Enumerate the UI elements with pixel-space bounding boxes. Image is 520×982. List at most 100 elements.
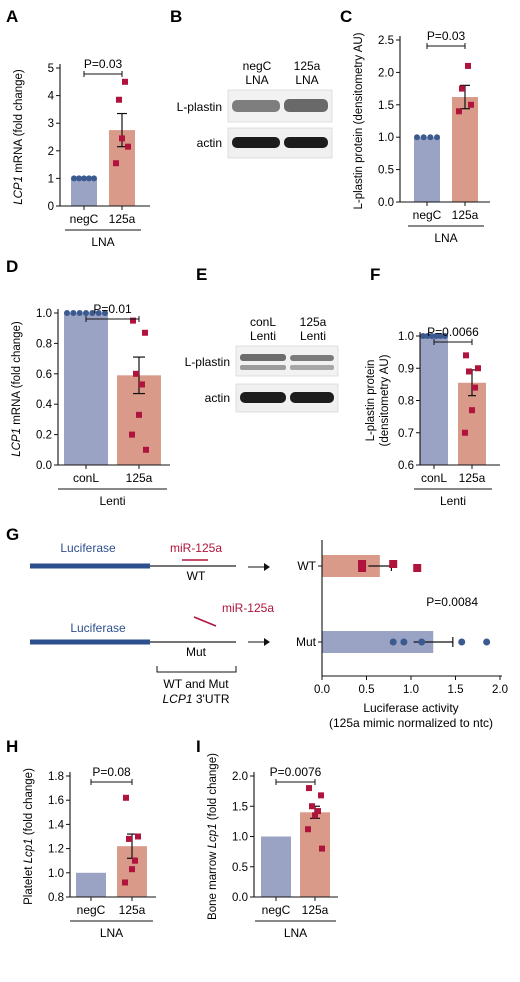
y-axis-label: LCP1 mRNA (fold change) <box>11 321 23 457</box>
x-tick-label: negC <box>70 212 99 226</box>
y-axis-label: L-plastin protein <box>365 360 377 442</box>
point-125a <box>315 808 321 815</box>
blot-b-header-2a: 125a <box>294 59 321 73</box>
pvalue-label: P=0.03 <box>427 29 466 43</box>
group-label: LNA <box>91 235 114 249</box>
y-tick-label: 1.8 <box>48 771 64 783</box>
x-tick-label: conL <box>73 471 99 485</box>
panel-label-e: E <box>196 265 207 284</box>
point-125a <box>143 446 149 453</box>
y-tick-label: 0 <box>48 201 54 213</box>
point-conL <box>428 333 435 339</box>
point-125a <box>119 135 125 142</box>
point-125a <box>142 329 148 336</box>
x-axis-label-line2: (125a mimic normalized to ntc) <box>329 716 493 730</box>
y-tick-label: 1.6 <box>48 795 64 807</box>
y-tick-label: 4 <box>48 91 55 103</box>
y-tick-label: 0.8 <box>398 396 414 408</box>
panel-label-i: I <box>196 737 201 756</box>
y-tick-label: 2.0 <box>378 67 394 79</box>
point-conL <box>433 333 440 339</box>
point-125a <box>319 845 325 852</box>
group-label: Lenti <box>99 494 125 508</box>
point-125a <box>459 85 465 92</box>
pvalue-label: P=0.0076 <box>270 765 322 779</box>
x-tick-label: 0.0 <box>314 684 330 696</box>
blot-e-header-1a: conL <box>250 315 276 329</box>
point-125a <box>463 352 469 359</box>
point-Mut <box>458 638 466 646</box>
y-tick-label: WT <box>297 559 316 573</box>
point-125a <box>129 431 135 438</box>
y-tick-label: 0.2 <box>36 430 52 442</box>
pvalue-label: P=0.03 <box>84 57 123 71</box>
y-tick-label: 1 <box>48 173 54 185</box>
point-125a <box>456 108 462 115</box>
point-negC <box>71 175 77 182</box>
point-125a <box>469 407 475 414</box>
y-tick-label: 1.0 <box>232 832 248 844</box>
point-125a <box>113 160 119 167</box>
point-conL <box>437 333 444 339</box>
bar-conL <box>420 336 448 465</box>
point-125a <box>475 365 481 372</box>
point-125a <box>466 368 472 375</box>
panel-label-c: C <box>340 7 352 26</box>
x-tick-label: 125a <box>109 212 136 226</box>
point-negC <box>91 175 97 182</box>
panel-label-f: F <box>370 265 380 284</box>
y-tick-label: 1.5 <box>378 100 394 112</box>
x-tick-label: 2.0 <box>492 684 508 696</box>
mut-arrow-head <box>264 638 270 646</box>
y-tick-label: 3 <box>48 118 54 130</box>
western-blot-b: negC LNA 125a LNA L-plastin actin <box>177 59 333 159</box>
point-125a <box>309 803 315 810</box>
point-125a <box>306 785 312 792</box>
group-label: LNA <box>100 926 123 940</box>
bar-125a <box>300 812 330 897</box>
point-conL <box>64 310 70 316</box>
y-tick-label: 2 <box>48 146 54 158</box>
y-tick-label: 5 <box>48 63 54 75</box>
blot-e-header-2a: 125a <box>300 315 327 329</box>
point-WT <box>358 564 367 572</box>
y-tick-label: 0.6 <box>398 460 414 472</box>
point-WT <box>389 560 398 568</box>
point-negC <box>81 175 87 182</box>
panel-label-h: H <box>6 737 18 756</box>
y-tick-label: 1.0 <box>36 308 52 320</box>
panel-label-g: G <box>6 525 19 544</box>
blot-b-row-lplastin: L-plastin <box>177 100 222 114</box>
x-tick-label: 125a <box>126 471 153 485</box>
y-axis-label: Bone marrow Lcp1 (fold change) <box>207 753 219 920</box>
panel-label-a: A <box>6 7 18 26</box>
pvalue-label: P=0.08 <box>92 765 131 779</box>
luciferase-construct-diagram: Luciferase miR-125a WT Luciferase miR-12… <box>30 541 274 706</box>
y-tick-label: 1.4 <box>48 819 65 831</box>
x-tick-label: negC <box>77 903 106 917</box>
blot-e-header-2b: Lenti <box>300 329 326 343</box>
wt-luciferase-label: Luciferase <box>60 541 116 555</box>
chart-f: 0.6 0.7 0.8 0.9 1.0 conL 125a Lenti P=0.0066 L-pl… <box>365 325 500 508</box>
y-tick-label: 0.0 <box>36 460 52 472</box>
point-125a <box>116 96 122 103</box>
y-tick-label: 0.0 <box>378 197 394 209</box>
point-conL <box>83 310 89 316</box>
y-tick-label: 0.5 <box>232 862 248 874</box>
x-tick-label: 1.0 <box>403 684 419 696</box>
mut-mir-label: miR-125a <box>222 601 274 615</box>
wt-mir-label: miR-125a <box>170 541 222 555</box>
mut-construct-label: Mut <box>186 645 207 659</box>
point-negC <box>86 175 92 182</box>
y-tick-label: 1.5 <box>232 801 248 813</box>
x-tick-label: 125a <box>459 471 486 485</box>
y-axis-label: L-plastin protein (densitometry AU) <box>353 32 365 209</box>
chart-layer: 0 1 2 3 4 5 negC 125a LNA P=0.03 LCP1 mRNA (fold c… <box>11 29 508 940</box>
point-125a <box>312 812 318 819</box>
point-Mut <box>389 638 397 646</box>
point-125a <box>305 826 311 833</box>
x-tick-label: conL <box>421 471 447 485</box>
point-125a <box>318 792 324 799</box>
utr-bracket-line2: LCP1 3'UTR <box>163 692 230 706</box>
